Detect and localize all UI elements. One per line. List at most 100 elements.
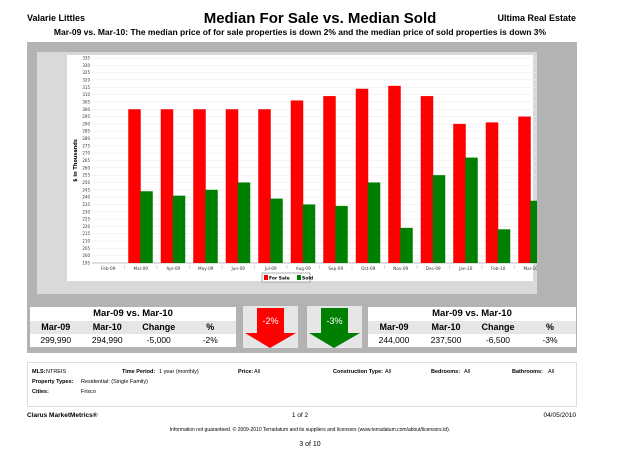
y-tick-label: 265 [82, 158, 90, 163]
legend [261, 272, 311, 283]
x-tick-label: Jul-09 [264, 266, 277, 271]
col-header: Mar-10 [92, 322, 122, 332]
y-tick-label: 225 [82, 217, 90, 222]
y-tick-label: 300 [82, 107, 90, 112]
report-subtitle: Mar-09 vs. Mar-10: The median price of f… [53, 27, 547, 37]
y-tick-label: 305 [82, 99, 90, 104]
x-tick-label: Nov-09 [393, 266, 408, 271]
mls-label: MLS: [32, 369, 46, 375]
y-tick-label: 270 [82, 151, 90, 156]
y-tick-label: 330 [82, 63, 90, 68]
x-tick-label: Feb-09 [101, 266, 116, 271]
col-header: % [545, 322, 554, 332]
mls-value: NTREIS [46, 369, 67, 375]
y-tick-label: 255 [82, 173, 90, 178]
x-tick-label: Jun-09 [231, 266, 246, 271]
x-tick-label: Mar-10 [524, 266, 537, 271]
bathrooms-label: Bathrooms: [512, 369, 543, 375]
bar-for-sale [388, 85, 401, 263]
property-types-value: Residential: (Single Family) [81, 379, 148, 385]
x-tick-label: Jan-10 [458, 266, 473, 271]
y-tick-label: 310 [82, 92, 90, 97]
x-tick-label: Feb-10 [491, 266, 506, 271]
cell: -6,500 [485, 335, 511, 345]
legend-swatch [297, 275, 301, 280]
bar-for-sale [323, 96, 336, 263]
footer-disclaimer: Information not guaranteed. © 2009-2010 … [169, 427, 451, 433]
bar-sold [400, 227, 413, 263]
sold-change-label: -3% [326, 316, 343, 326]
y-tick-label: 285 [82, 129, 90, 134]
bar-for-sale [420, 96, 434, 263]
footer-date: 04/05/2010 [543, 412, 576, 419]
x-tick-label: Mar-09 [134, 266, 149, 271]
x-tick-label: Sep-09 [328, 266, 343, 271]
bar-sold [270, 198, 283, 263]
bar-for-sale [518, 116, 531, 263]
y-tick-label: 320 [82, 77, 90, 82]
bar-sold [335, 205, 348, 263]
y-tick-label: 335 [82, 56, 90, 61]
footer-product: Clarus MarketMetrics® [27, 412, 98, 419]
down-arrow-icon [245, 308, 296, 348]
col-header: Mar-09 [379, 322, 409, 332]
bar-sold [432, 175, 446, 263]
construction-type-value: All [385, 369, 392, 375]
y-tick-label: 275 [82, 143, 90, 148]
cities-label: Cities: [32, 389, 49, 395]
col-header: Change [142, 322, 176, 332]
cell: -2% [202, 335, 218, 345]
construction-type-label: Construction Type: [333, 369, 384, 375]
sold-table: Mar-09 vs. Mar-10 Mar-09 Mar-10 Change% 24… [368, 307, 576, 347]
x-tick-label: Dec-09 [426, 266, 441, 271]
legend-swatch [264, 275, 268, 280]
y-tick-label: 205 [82, 246, 90, 251]
bar-for-sale [128, 109, 141, 263]
y-tick-label: 245 [82, 187, 90, 192]
bedrooms-value: All [464, 369, 471, 375]
y-tick-label: 240 [82, 195, 90, 200]
cell: 244,000 [378, 335, 410, 345]
agent-name: Valarie Littles [27, 13, 86, 23]
bar-sold [465, 157, 478, 263]
price-value: All [254, 369, 261, 375]
bar-for-sale [290, 100, 304, 263]
x-tick-label: May-09 [198, 266, 214, 271]
bar-sold [367, 182, 381, 263]
chart-container: 195 200 205 210 215 220 225 230 235 240 245 250 255 2… [37, 52, 537, 294]
time-period-value: 1 year (monthly) [159, 369, 199, 375]
y-tick-label: 195 [82, 261, 90, 266]
property-types-label: Property Types: [32, 379, 74, 385]
y-tick-label: 250 [82, 180, 90, 185]
x-tick-label: Aug-09 [296, 266, 311, 271]
bar-chart: 195 200 205 210 215 220 225 230 235 240 245 250 255 2… [67, 55, 537, 283]
bar-sold [140, 191, 153, 263]
y-tick-label: 280 [82, 136, 90, 141]
y-tick-label: 295 [82, 114, 90, 119]
y-tick-label: 200 [82, 253, 90, 258]
price-label: Price: [238, 369, 254, 375]
cell: -5,000 [146, 335, 171, 345]
cities-value: Frisco [81, 389, 96, 395]
col-header: Mar-09 [41, 322, 71, 332]
y-axis-label: $ in Thousands [73, 139, 79, 182]
y-tick-label: 220 [82, 224, 90, 229]
bar-sold [237, 182, 251, 263]
y-tick-label: 230 [82, 209, 90, 214]
y-tick-label: 260 [82, 165, 90, 170]
sold-change-box: -3% [307, 306, 362, 348]
y-tick-label: 325 [82, 70, 90, 75]
for-sale-heading: Mar-09 vs. Mar-10 [93, 308, 173, 319]
col-header: Mar-10 [431, 322, 461, 332]
cell: 294,990 [91, 335, 123, 345]
bar-for-sale [160, 109, 174, 263]
cell: 237,500 [430, 335, 462, 345]
cell: 299,990 [40, 335, 72, 345]
cell: -3% [542, 335, 558, 345]
bar-sold [172, 195, 186, 263]
for-sale-table: Mar-09 vs. Mar-10 Mar-09 Mar-10 Change% 29… [30, 307, 236, 347]
bar-sold [205, 189, 218, 263]
footer-page-of: 1 of 2 [291, 412, 309, 419]
for-sale-change-box: -2% [243, 306, 298, 348]
for-sale-change-label: -2% [262, 316, 279, 326]
